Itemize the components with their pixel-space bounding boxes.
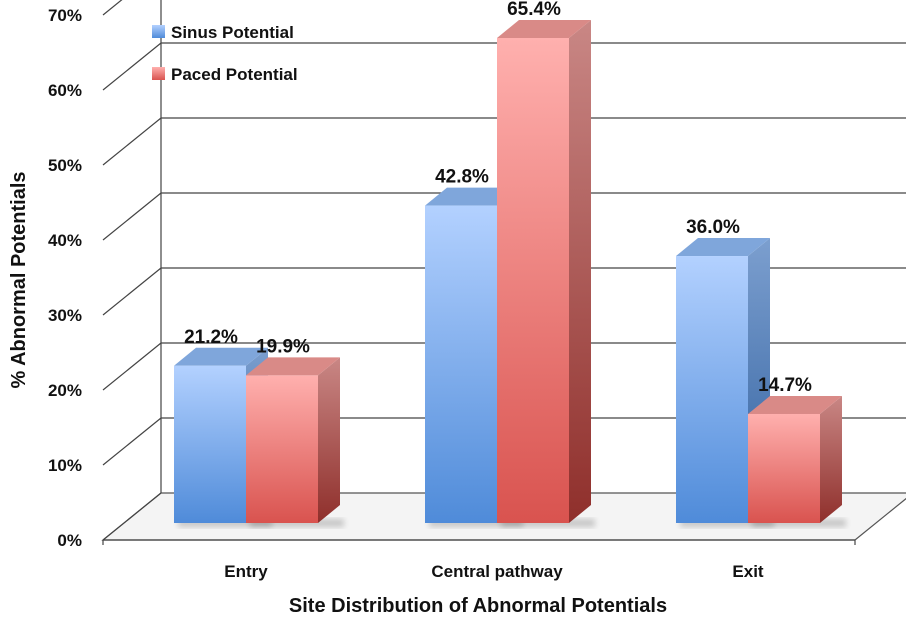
bar-sinus-potential [425,205,497,523]
data-label: 36.0% [686,217,740,238]
labels-layer: 21.2% 19.9% Entry 42.8% 65.4% Central pathway… [184,0,812,581]
bar-top-sinus-potential [676,238,770,257]
legend-label: Paced Potential [171,65,298,84]
x-axis-title: Site Distribution of Abnormal Potentials [289,595,667,617]
bar-top-paced-potential [497,20,591,38]
bar-sinus-potential [174,365,246,523]
y-tick-label: 60% [48,81,82,100]
y-tick-label: 0% [57,531,82,550]
bar-side-paced-potential [569,20,591,523]
x-tick-label: Entry [224,562,268,581]
legend-swatch [152,67,165,80]
legend-swatch [152,25,165,38]
data-label: 65.4% [507,0,561,20]
gridline-diagonal [102,42,162,91]
y-tick-label: 50% [48,156,82,175]
y-tick-label: 30% [48,306,82,325]
bar-top-paced-potential [246,357,340,376]
bar-top-sinus-potential [174,347,268,366]
gridline-diagonal [102,417,162,466]
bar-sinus-potential [676,256,748,523]
bar-top-sinus-potential [425,187,519,206]
gridline-diagonal [102,492,162,541]
gridline-diagonal [102,267,162,316]
bar-top-paced-potential [748,395,842,414]
bar-paced-potential [497,38,569,523]
bar-side-paced-potential [820,395,842,523]
data-label: 42.8% [435,167,489,188]
gridline-diagonal [102,117,162,166]
data-label: 14.7% [758,375,812,396]
y-tick-label: 40% [48,231,82,250]
y-tick-label: 10% [48,456,82,475]
legend-label: Sinus Potential [171,23,294,42]
gridline-diagonal [102,192,162,241]
bars-layer [174,20,846,527]
bar-side-paced-potential [318,357,340,523]
gridline-diagonal [102,342,162,391]
y-tick-label: 70% [48,6,82,25]
x-tick-label: Exit [732,562,764,581]
gridline-diagonal [102,0,123,16]
legend-layer: Sinus Potential Paced Potential [152,23,298,84]
bar-paced-potential [748,413,820,523]
data-label: 21.2% [184,327,238,348]
x-tick-label: Central pathway [431,562,563,581]
y-axis-title: % Abnormal Potentials [8,171,30,388]
y-tick-label: 20% [48,381,82,400]
bar-paced-potential [246,375,318,523]
data-label: 19.9% [256,336,310,357]
